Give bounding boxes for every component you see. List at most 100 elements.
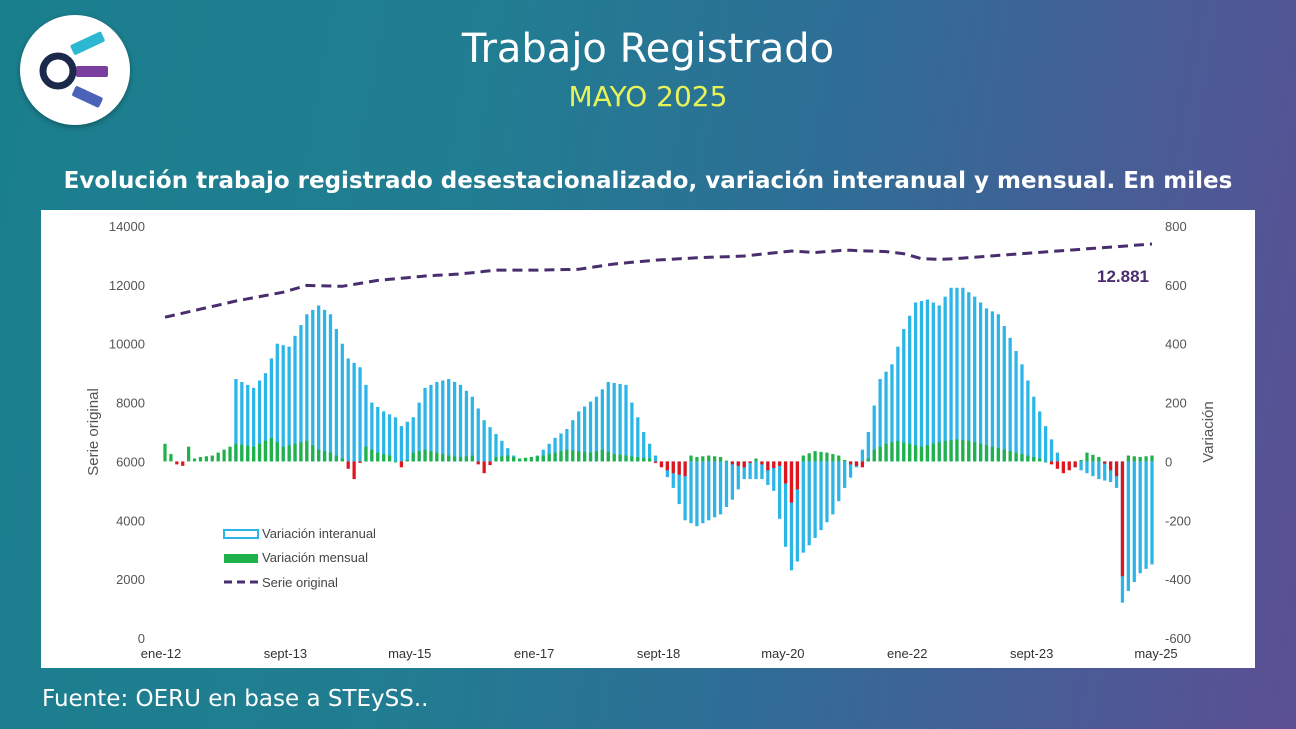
- bar-interanual: [476, 408, 480, 462]
- bar-interanual: [470, 396, 474, 462]
- bar-mensual: [559, 451, 563, 462]
- bar-mensual: [878, 446, 882, 462]
- bar-interanual: [240, 381, 244, 462]
- bar-interanual: [606, 381, 610, 462]
- y-tick-label: 4000: [116, 513, 145, 528]
- bar-mensual: [919, 446, 924, 462]
- bar-mensual: [535, 456, 539, 462]
- bar-interanual: [902, 329, 906, 462]
- bar-mensual: [1026, 455, 1030, 462]
- bar-mensual: [263, 440, 268, 462]
- bar-interanual: [252, 387, 256, 462]
- bar-interanual: [925, 299, 930, 462]
- bar-mensual: [896, 440, 900, 462]
- bar-interanual: [1055, 452, 1060, 462]
- bar-mensual: [588, 452, 593, 462]
- bar-mensual: [707, 455, 711, 462]
- bar-mensual: [458, 457, 463, 462]
- bar-interanual: [760, 461, 764, 480]
- bar-mensual: [1120, 461, 1125, 577]
- bar-mensual: [843, 459, 847, 462]
- y-tick-label: 2000: [116, 572, 145, 587]
- bar-mensual: [553, 452, 557, 462]
- bar-mensual: [1032, 457, 1036, 462]
- bar-interanual: [246, 384, 250, 462]
- line-serie-original: [164, 242, 1153, 319]
- bar-mensual: [364, 446, 368, 462]
- bar-mensual: [340, 458, 344, 462]
- chart-svg: 02000400060008000100001200014000-600-400…: [85, 219, 1217, 661]
- bar-mensual: [1073, 461, 1077, 468]
- page-subtitle: MAYO 2025: [568, 80, 728, 113]
- bar-mensual: [399, 461, 404, 468]
- y-axis-title: Serie original: [85, 388, 102, 476]
- bar-interanual: [943, 296, 947, 462]
- bar-mensual: [1043, 461, 1048, 463]
- bar-interanual: [370, 402, 374, 462]
- x-tick-label: sept-23: [1010, 646, 1053, 661]
- bar-mensual: [766, 461, 770, 471]
- bar-mensual: [1079, 459, 1083, 462]
- bar-interanual: [1091, 461, 1095, 477]
- bar-mensual: [813, 451, 817, 462]
- bar-interanual: [913, 302, 918, 462]
- bar-interanual: [506, 448, 510, 462]
- bar-mensual: [955, 439, 959, 462]
- bar-mensual: [630, 456, 634, 462]
- bar-interanual: [961, 287, 965, 462]
- bar-interanual: [1020, 364, 1024, 462]
- bar-mensual: [287, 445, 291, 462]
- y2-axis-title: Variación: [1200, 401, 1217, 462]
- bar-interanual: [588, 401, 593, 462]
- bar-interanual: [896, 346, 900, 462]
- bar-interanual: [677, 461, 681, 505]
- bar-interanual: [919, 301, 924, 462]
- bar-interanual: [801, 461, 805, 553]
- bar-mensual: [671, 461, 675, 474]
- bar-mensual: [730, 461, 735, 465]
- bar-interanual: [630, 402, 634, 462]
- bar-interanual: [837, 461, 841, 502]
- bar-interanual: [482, 420, 486, 462]
- bar-interanual: [653, 455, 658, 462]
- bar-mensual: [689, 455, 693, 462]
- bar-mensual: [441, 454, 445, 462]
- bar-interanual: [322, 309, 327, 462]
- bar-mensual: [429, 451, 433, 462]
- bar-interanual: [795, 461, 800, 562]
- bar-interanual: [234, 379, 238, 462]
- bar-mensual: [512, 457, 516, 462]
- bar-interanual: [328, 314, 333, 462]
- bar-mensual: [653, 461, 658, 463]
- bar-interanual: [1032, 396, 1036, 462]
- bar-interanual: [577, 411, 581, 462]
- bar-mensual: [866, 458, 870, 462]
- bar-mensual: [452, 456, 457, 462]
- bar-mensual: [529, 457, 534, 462]
- y2-tick-label: 0: [1165, 454, 1172, 469]
- bar-mensual: [665, 461, 669, 471]
- bar-interanual: [713, 461, 717, 518]
- bar-mensual: [376, 452, 380, 462]
- bar-interanual: [819, 461, 823, 531]
- bar-mensual: [411, 452, 415, 462]
- x-tick-label: may-15: [388, 646, 431, 661]
- bar-mensual: [299, 442, 303, 462]
- bar-interanual: [293, 335, 297, 462]
- legend-swatch-mensual: [224, 554, 258, 563]
- bar-interanual: [334, 329, 339, 462]
- bar-interanual: [683, 461, 687, 521]
- bar-interanual: [636, 417, 640, 462]
- bar-mensual: [234, 443, 238, 462]
- y2-tick-label: 200: [1165, 396, 1187, 411]
- x-tick-label: ene-17: [514, 646, 554, 661]
- bar-interanual: [464, 390, 469, 462]
- x-tick-label: may-20: [761, 646, 804, 661]
- bar-mensual: [1008, 451, 1012, 462]
- bar-interanual: [642, 432, 646, 462]
- bar-mensual: [358, 461, 362, 463]
- bar-mensual: [718, 457, 723, 462]
- bar-mensual: [252, 446, 256, 462]
- bar-mensual: [281, 446, 285, 462]
- bar-interanual: [1126, 461, 1130, 591]
